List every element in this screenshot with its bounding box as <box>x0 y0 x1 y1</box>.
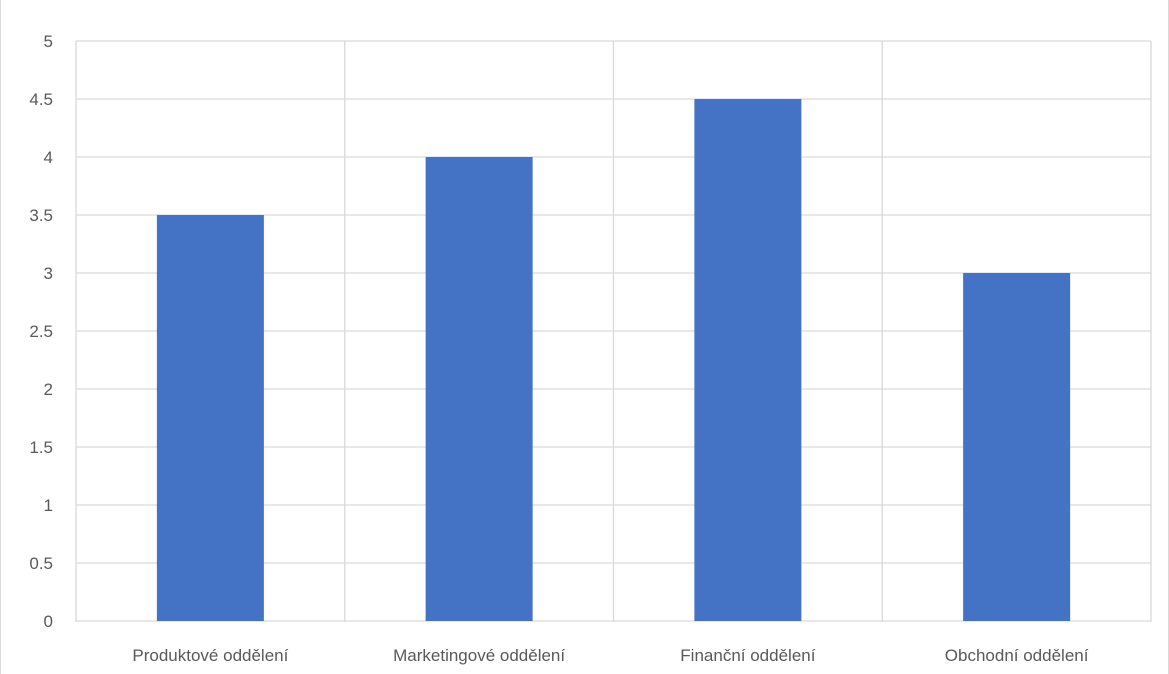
x-tick-label: Finanční oddělení <box>680 646 815 665</box>
y-tick-label: 4 <box>44 148 53 167</box>
x-axis-ticks: Produktové oddělení Marketingové oddělení… <box>132 646 1088 665</box>
y-tick-label: 1 <box>44 496 53 515</box>
bar-1 <box>156 215 264 621</box>
y-tick-label: 4.5 <box>29 90 53 109</box>
y-tick-label: 5 <box>44 32 53 51</box>
y-tick-label: 2 <box>44 380 53 399</box>
y-tick-label: 0 <box>44 612 53 631</box>
y-tick-label: 2.5 <box>29 322 53 341</box>
x-tick-label: Marketingové oddělení <box>393 646 565 665</box>
y-axis-ticks: 0 0.5 1 1.5 2 2.5 3 3.5 4 4.5 5 <box>29 32 53 631</box>
bars <box>156 99 1071 621</box>
bar-4 <box>963 273 1071 621</box>
y-tick-label: 1.5 <box>29 438 53 457</box>
bar-2 <box>425 157 533 621</box>
y-tick-label: 0.5 <box>29 554 53 573</box>
x-tick-label: Produktové oddělení <box>132 646 288 665</box>
bar-3 <box>694 99 802 621</box>
x-tick-label: Obchodní oddělení <box>945 646 1089 665</box>
y-tick-label: 3.5 <box>29 206 53 225</box>
y-tick-label: 3 <box>44 264 53 283</box>
